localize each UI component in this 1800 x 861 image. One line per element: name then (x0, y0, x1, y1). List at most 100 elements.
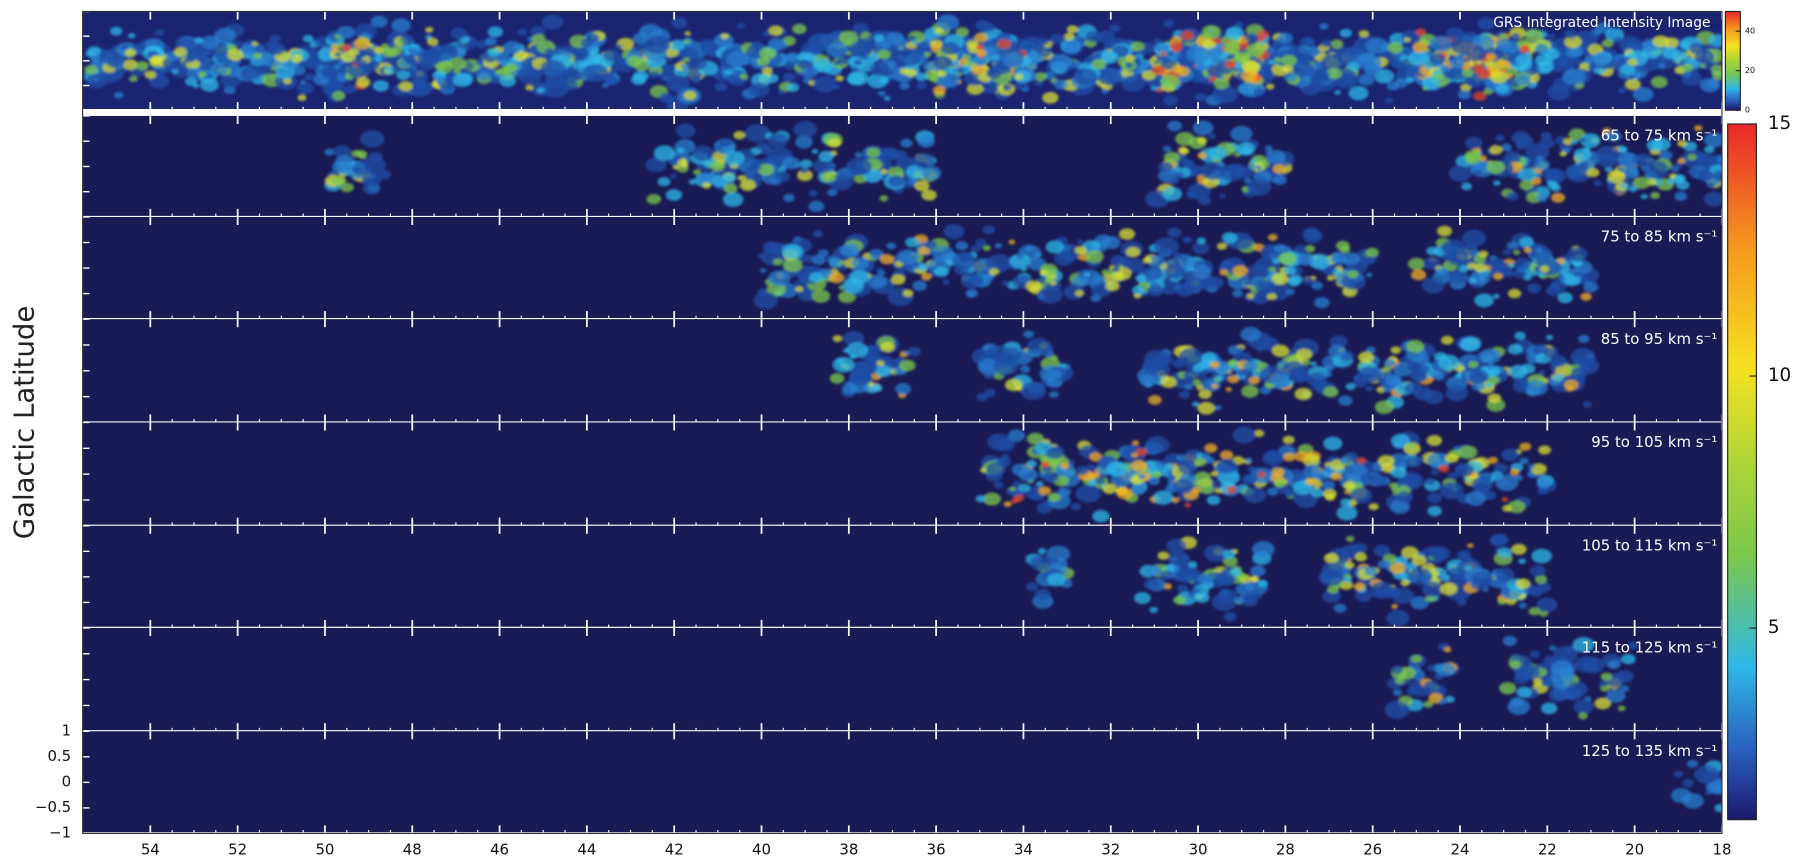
emission-blob (1385, 374, 1402, 387)
emission-blob (1712, 170, 1722, 182)
emission-blob (1201, 25, 1222, 39)
emission-blob (1435, 662, 1456, 677)
emission-blob (975, 44, 985, 51)
emission-blob (1427, 664, 1437, 672)
emission-blob (1511, 131, 1530, 145)
emission-blob (1176, 584, 1189, 593)
colorbar-tick-label: 5 (1768, 617, 1780, 638)
emission-blob (1353, 582, 1366, 592)
emission-blob (1085, 250, 1104, 264)
emission-blob (1652, 137, 1671, 151)
emission-blob (1246, 178, 1272, 196)
emission-blob (970, 245, 981, 253)
emission-blob (1216, 458, 1238, 474)
emission-blob (917, 135, 935, 148)
emission-blob (84, 64, 98, 75)
emission-blob (1003, 501, 1012, 507)
emission-blob (842, 330, 865, 347)
emission-blob (1650, 191, 1661, 200)
emission-blob (1343, 481, 1355, 491)
emission-blob (1255, 279, 1277, 295)
emission-blob (772, 258, 783, 266)
emission-blob (781, 156, 800, 170)
emission-blob (982, 492, 1002, 506)
emission-blob (828, 272, 845, 284)
emission-blob (1218, 360, 1228, 367)
emission-blob (1025, 245, 1034, 252)
emission-blob (1223, 612, 1237, 622)
emission-blob (826, 42, 848, 58)
emission-blob (1187, 561, 1198, 568)
emission-blob (1519, 457, 1529, 465)
colorbar (1727, 123, 1757, 821)
emission-blob (683, 90, 697, 101)
emission-blob (881, 147, 900, 161)
emission-blob (1281, 360, 1305, 378)
emission-blob (692, 169, 701, 176)
emission-blob (877, 90, 886, 97)
emission-blob (1049, 557, 1059, 564)
emission-blob (1019, 365, 1031, 373)
emission-blob (407, 57, 418, 65)
emission-blob (1294, 244, 1307, 254)
emission-blob (1083, 56, 1094, 64)
x-tick-label: 36 (927, 841, 946, 859)
emission-blob (1682, 793, 1704, 809)
emission-blob (932, 246, 955, 262)
emission-blob (671, 17, 688, 29)
emission-blob (1214, 405, 1222, 411)
emission-blob (1173, 595, 1187, 605)
emission-blob (1423, 680, 1440, 692)
emission-blob (867, 274, 888, 289)
emission-blob (1191, 487, 1202, 494)
emission-blob (955, 241, 969, 251)
emission-blob (1270, 373, 1291, 388)
emission (975, 426, 1557, 523)
emission-blob (1125, 246, 1141, 258)
emission-blob (1037, 285, 1063, 304)
emission-blob (1232, 265, 1249, 277)
emission-blob (1547, 181, 1559, 189)
emission-blob (736, 22, 746, 30)
emission-blob (907, 346, 922, 357)
x-tick-label: 50 (315, 841, 334, 859)
emission-blob (1629, 185, 1638, 193)
emission-blob (1620, 183, 1628, 189)
emission-blob (993, 481, 1004, 489)
emission-blob (922, 61, 937, 72)
emission-blob (936, 14, 960, 31)
emission-blob (1469, 369, 1489, 384)
emission-blob (1406, 339, 1425, 353)
emission-blob (1209, 361, 1220, 369)
emission-blob (1563, 137, 1574, 145)
emission-blob (753, 165, 762, 171)
x-tick-label: 18 (1712, 841, 1731, 859)
emission-blob (1339, 28, 1352, 38)
emission-blob (1009, 253, 1031, 269)
colorbar-top-tick-label: 40 (1745, 27, 1755, 36)
emission-blob (1477, 17, 1495, 30)
emission-blob (1354, 552, 1368, 562)
emission-blob (1390, 665, 1404, 675)
emission-blob (1624, 78, 1641, 91)
emission-blob (1410, 654, 1423, 663)
emission-blob (1271, 344, 1290, 358)
emission-blob (1197, 152, 1207, 160)
emission-blob (1239, 146, 1252, 156)
emission-blob (1097, 68, 1123, 86)
emission-blob (355, 55, 363, 60)
emission-blob (1016, 253, 1024, 259)
emission-blob (1368, 503, 1379, 511)
emission-blob (1573, 148, 1592, 161)
emission-blob (1212, 85, 1238, 104)
emission-blob (1704, 132, 1722, 148)
emission-blob (965, 288, 979, 298)
emission-blob (875, 365, 892, 378)
emission-blob (1066, 25, 1079, 34)
emission-blob (1421, 76, 1440, 90)
emission-blob (1507, 500, 1526, 514)
emission-blob (1445, 384, 1469, 402)
emission-blob (1182, 236, 1193, 244)
emission-blob (1198, 389, 1212, 400)
emission-blob (1714, 784, 1722, 792)
